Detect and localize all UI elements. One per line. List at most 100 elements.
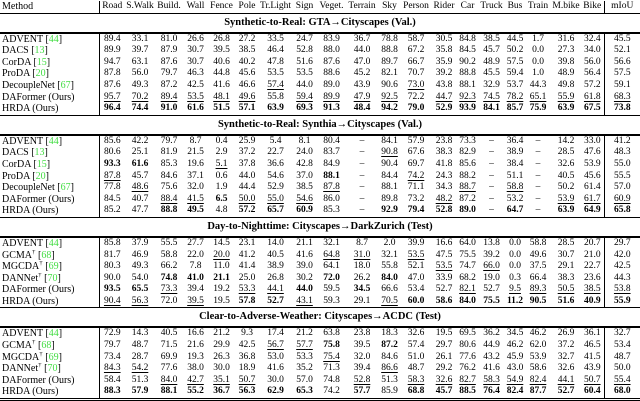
score-cell: 44.1 bbox=[267, 284, 284, 295]
score-cell: 53.3 bbox=[296, 351, 313, 362]
score-cell: 73.3 bbox=[160, 284, 178, 295]
score-cell: 49.6 bbox=[529, 249, 547, 260]
citation-link[interactable]: 44 bbox=[48, 237, 59, 249]
citation-link[interactable]: 15 bbox=[36, 158, 47, 170]
citation-link[interactable]: 70 bbox=[47, 363, 58, 375]
table-row: HRDA (Ours) 85.2 47.7 88.8 49.5 4.8 57.2 65.7 60… bbox=[0, 205, 640, 218]
score-cell: 52.7 bbox=[267, 295, 284, 306]
score-cell: 42.8 bbox=[296, 158, 313, 169]
citation-link[interactable]: 20 bbox=[35, 170, 46, 182]
score-cell: 66.4 bbox=[529, 272, 547, 283]
score-cell: 87.6 bbox=[160, 56, 178, 67]
table-row: ProDA [20] 87.8 45.7 84.6 37.1 0.6 44.0 54.6 37.… bbox=[0, 170, 640, 183]
score-cell: – bbox=[359, 205, 365, 216]
score-cell: 6.5 bbox=[215, 193, 228, 204]
score-cell: 88.1 bbox=[160, 386, 178, 397]
score-cell: 88.2 bbox=[459, 170, 476, 181]
table-row: HRDA (Ours) 90.4 56.3 72.0 39.5 19.5 57.8 52.7 4… bbox=[0, 295, 640, 308]
score-cell: 53.3 bbox=[238, 284, 256, 295]
score-cell: 26.2 bbox=[353, 272, 371, 283]
score-cell: 77.6 bbox=[160, 363, 178, 374]
score-cell: 40.2 bbox=[238, 56, 256, 67]
score-cell: 79.7 bbox=[103, 340, 121, 351]
citation-link[interactable]: 69 bbox=[48, 351, 59, 363]
citation-link[interactable]: 44 bbox=[48, 33, 59, 45]
method-cell: ADVENT [44] bbox=[0, 134, 100, 148]
score-cell: 56.7 bbox=[267, 340, 284, 351]
score-cell: 14.2 bbox=[557, 135, 575, 146]
score-cell: 81.7 bbox=[103, 249, 121, 260]
score-cell: 62.0 bbox=[529, 340, 547, 351]
table-row: ADVENT [44] 89.4 33.1 81.0 26.6 26.8 27.2 33.5 2… bbox=[0, 32, 640, 46]
score-cell: – bbox=[489, 193, 494, 204]
score-cell: 39.7 bbox=[131, 45, 149, 56]
score-cell: 36.6 bbox=[267, 158, 284, 169]
miou-cell: 48.7 bbox=[603, 351, 640, 364]
dagger-mark: † bbox=[32, 340, 36, 346]
column-header: Build. bbox=[157, 1, 181, 11]
citation-link[interactable]: 67 bbox=[60, 79, 71, 91]
score-cell: 48.9 bbox=[557, 68, 575, 79]
citation-link[interactable]: 13 bbox=[34, 45, 45, 57]
column-header: Rider bbox=[433, 1, 455, 11]
score-cell: 25.0 bbox=[238, 272, 256, 283]
citation-link[interactable]: 20 bbox=[35, 68, 46, 80]
score-cell: 75.4 bbox=[323, 351, 340, 362]
score-cell: 87.2 bbox=[160, 79, 178, 90]
score-cell: 39.8 bbox=[557, 56, 575, 67]
score-cell: 14.5 bbox=[213, 237, 230, 248]
score-cell: 61.7 bbox=[583, 193, 601, 204]
citation-link[interactable]: 69 bbox=[48, 261, 59, 273]
score-cell: 32.6 bbox=[557, 158, 575, 169]
score-cell: 84.3 bbox=[103, 363, 121, 374]
score-cell: 89.9 bbox=[103, 45, 121, 56]
table-row: DAFormer (Ours) 58.4 51.3 84.0 42.7 35.1 50.7 3… bbox=[0, 374, 640, 387]
citation-link[interactable]: 13 bbox=[34, 147, 45, 159]
score-cell: – bbox=[535, 158, 541, 169]
score-cell: 57.9 bbox=[131, 386, 149, 397]
miou-cell: 53.4 bbox=[603, 340, 640, 352]
score-cell: 11.2 bbox=[506, 295, 524, 306]
table-row: DACS [13] 80.6 25.1 81.9 21.5 2.9 37.2 22.7 24.0… bbox=[0, 147, 640, 159]
table-row: ProDA [20] 87.8 56.0 79.7 46.3 44.8 45.6 53.5 53… bbox=[0, 68, 640, 80]
score-cell: 61.4 bbox=[583, 182, 601, 193]
score-cell: 0.0 bbox=[509, 249, 521, 260]
score-cell: 93.5 bbox=[103, 284, 121, 295]
table-row: DecoupleNet [67] 77.8 48.6 75.6 32.0 1.9 44.4 5… bbox=[0, 182, 640, 194]
citation-link[interactable]: 68 bbox=[41, 340, 52, 352]
score-cell: 57.7 bbox=[296, 340, 313, 351]
score-cell: 53.9 bbox=[529, 351, 547, 362]
score-cell: 58.7 bbox=[407, 33, 425, 44]
score-cell: 72.0 bbox=[323, 272, 340, 283]
score-cell: 52.1 bbox=[407, 261, 425, 272]
score-cell: 39.0 bbox=[296, 261, 313, 272]
column-header: Pole bbox=[238, 1, 256, 11]
score-cell: 75.8 bbox=[323, 340, 340, 351]
score-cell: 21.0 bbox=[583, 249, 601, 260]
citation-link[interactable]: 67 bbox=[60, 182, 71, 194]
column-header: Bike bbox=[583, 1, 602, 11]
score-cell: 79.0 bbox=[407, 103, 425, 114]
citation-link[interactable]: 44 bbox=[48, 135, 59, 147]
citation-link[interactable]: 44 bbox=[48, 328, 59, 340]
citation-link[interactable]: 70 bbox=[47, 272, 58, 284]
score-cell: 55.2 bbox=[187, 386, 204, 397]
citation-link[interactable]: 15 bbox=[36, 56, 47, 68]
score-cell: 83.7 bbox=[323, 147, 340, 158]
score-cell: 32.4 bbox=[583, 33, 601, 44]
score-cell: 58.8 bbox=[529, 237, 547, 248]
score-cell: 74.8 bbox=[323, 374, 340, 385]
miou-cell: 65.8 bbox=[603, 205, 640, 218]
score-cell: 37.0 bbox=[296, 170, 313, 181]
score-cell: 0.6 bbox=[215, 170, 228, 181]
citation-link[interactable]: 68 bbox=[41, 249, 52, 261]
score-cell: 74.8 bbox=[160, 272, 178, 283]
score-cell: 43.9 bbox=[583, 363, 601, 374]
score-cell: 56.4 bbox=[583, 68, 601, 79]
score-cell: 5.1 bbox=[215, 158, 228, 169]
section-title-row: Synthetic-to-Real: Synthia→Cityscapes (V… bbox=[0, 114, 640, 136]
score-cell: 30.7 bbox=[187, 45, 204, 56]
score-cell: 43.9 bbox=[353, 79, 371, 90]
score-cell: 46.2 bbox=[506, 340, 524, 351]
